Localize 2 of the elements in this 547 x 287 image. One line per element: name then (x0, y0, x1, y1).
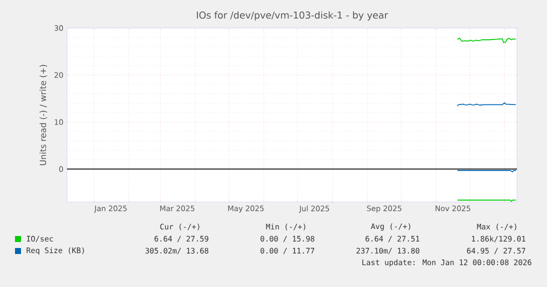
chart-title: IOs for /dev/pve/vm-103-disk-1 - by year (196, 11, 388, 20)
y-axis-title: Units read (-) / write (+) (40, 64, 48, 166)
